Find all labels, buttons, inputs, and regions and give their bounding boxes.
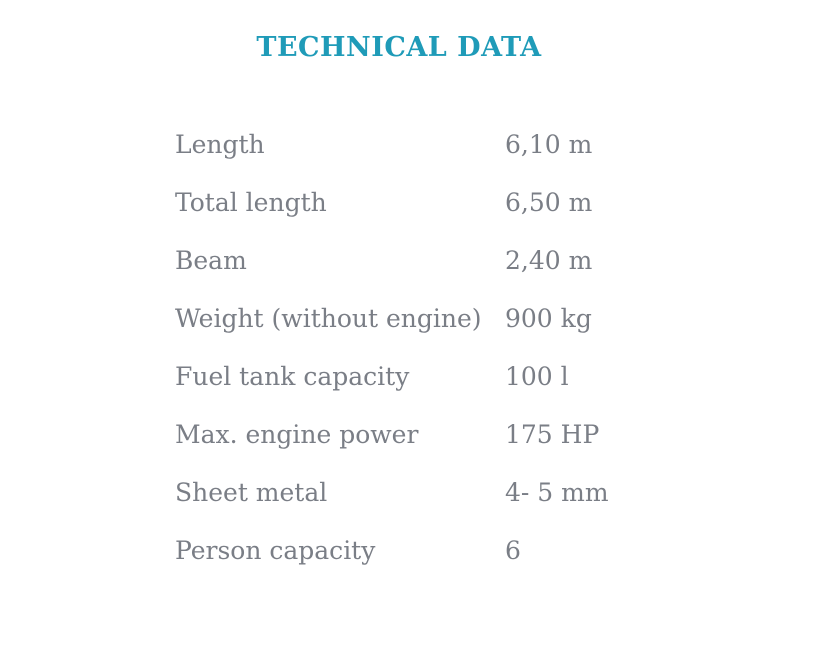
spec-value: 175 HP [505, 420, 600, 449]
page-title: TECHNICAL DATA [256, 32, 542, 63]
spec-row: Length 6,10 m [175, 131, 798, 159]
spec-value: 6,10 m [505, 130, 593, 159]
spec-label: Length [175, 130, 265, 159]
spec-row: Sheet metal 4- 5 mm [175, 479, 798, 507]
spec-label: Total length [175, 188, 327, 217]
spec-label: Weight (without engine) [175, 304, 482, 333]
spec-label: Person capacity [175, 536, 376, 565]
spec-label: Fuel tank capacity [175, 362, 410, 391]
spec-value: 100 l [505, 362, 569, 391]
spec-row: Max. engine power 175 HP [175, 421, 798, 449]
content-area: TECHNICAL DATA Length 6,10 m Total lengt… [175, 32, 798, 565]
spec-label: Sheet metal [175, 478, 328, 507]
spec-row: Total length 6,50 m [175, 189, 798, 217]
spec-label: Max. engine power [175, 420, 419, 449]
spec-value: 900 kg [505, 304, 592, 333]
spec-value: 6,50 m [505, 188, 593, 217]
spec-label: Beam [175, 246, 247, 275]
spec-row: Fuel tank capacity 100 l [175, 363, 798, 391]
spec-row: Weight (without engine) 900 kg [175, 305, 798, 333]
spec-table: Length 6,10 m Total length 6,50 m Beam 2… [175, 131, 798, 565]
spec-row: Beam 2,40 m [175, 247, 798, 275]
spec-value: 2,40 m [505, 246, 593, 275]
spec-value: 4- 5 mm [505, 478, 609, 507]
spec-row: Person capacity 6 [175, 537, 798, 565]
spec-value: 6 [505, 536, 521, 565]
